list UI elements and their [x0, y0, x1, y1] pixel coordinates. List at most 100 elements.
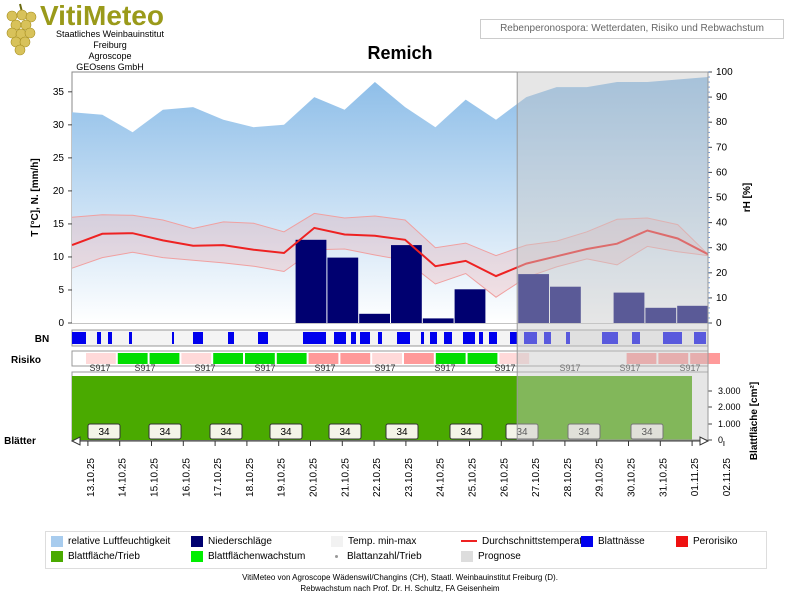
legend-swatch	[51, 535, 63, 547]
precip-bar	[645, 307, 677, 323]
risk-segment	[435, 353, 466, 364]
y-left-tick-label: 20	[53, 186, 65, 197]
legend-label: Blattnässe	[598, 536, 645, 547]
risk-segment	[658, 353, 689, 364]
x-axis-date-label: 15.10.25	[150, 458, 161, 497]
legend-item: relative Luftfeuchtigkeit	[51, 535, 170, 549]
risk-code-label: S917	[679, 363, 700, 373]
precip-bar	[359, 313, 390, 323]
precip-bar	[518, 274, 549, 323]
precip-bar	[295, 239, 327, 323]
risk-segment	[86, 353, 116, 364]
risk-segment	[404, 353, 434, 364]
leaf-count-value: 34	[396, 427, 408, 438]
chart-canvas: 0 5 10 15 20 25 30 35 T [°C], N. [mm/h] 0 10 20 30 40…	[4, 67, 760, 497]
leaf-area-tick-label: 0	[718, 435, 723, 445]
x-axis-date-label: 28.10.25	[563, 458, 574, 497]
bn-wet-segment	[602, 332, 618, 344]
y-right-tick-label: 30	[716, 243, 728, 254]
precip-bar	[422, 318, 454, 323]
risk-segment	[213, 353, 243, 364]
bn-wet-segment	[463, 332, 475, 344]
legend-item: Blattanzahl/Trieb	[331, 550, 422, 564]
leaf-count-value: 34	[339, 427, 351, 438]
bn-wet-segment	[430, 332, 437, 344]
risk-segment	[181, 353, 212, 364]
footer-line-1: VitiMeteo von Agroscope Wädenswil/Changi…	[242, 573, 558, 582]
y-left-tick-label: 10	[53, 252, 65, 263]
logo-line-2: Agroscope	[88, 51, 132, 61]
risk-segment	[690, 353, 720, 364]
risk-segment	[563, 353, 593, 364]
bn-wet-segment	[544, 332, 551, 344]
risk-segment	[531, 353, 561, 364]
x-axis-date-label: 31.10.25	[658, 458, 669, 497]
leaf-count-box	[209, 423, 243, 440]
x-axis-date-label: 19.10.25	[277, 458, 288, 497]
risk-code-label: S917	[619, 363, 640, 373]
bn-wet-segment	[694, 332, 706, 344]
x-axis-date-label: 02.11.25	[722, 458, 733, 497]
y-left-tick-label: 15	[53, 219, 65, 230]
temp-max-line	[71, 212, 709, 257]
leaf-count-box	[385, 423, 419, 440]
bn-wet-segment	[421, 332, 424, 344]
risk-code-label: S917	[89, 363, 110, 373]
legend-swatch	[191, 550, 203, 562]
precip-bar	[550, 286, 581, 323]
legend-label: Blattanzahl/Trieb	[347, 551, 422, 562]
risk-code-label: S917	[194, 363, 215, 373]
leaf-count-value: 34	[641, 427, 653, 438]
logo-line-3: GEOsens GmbH	[76, 62, 144, 72]
legend-swatch	[461, 550, 473, 562]
risk-segment	[499, 353, 530, 364]
x-axis-date-label: 14.10.25	[118, 458, 129, 497]
legend-item: Durchschnittstemperatur	[461, 535, 591, 549]
leaf-area-axis-label: Blattfläche [cm²]	[749, 382, 760, 460]
leaf-count-box	[449, 423, 483, 440]
leaf-area-tick-label: 1.000	[718, 419, 741, 429]
leaf-count-value: 34	[280, 427, 292, 438]
legend-item: Blattflächenwachstum	[191, 550, 305, 564]
x-axis-date-label: 01.11.25	[690, 458, 701, 497]
bn-wet-segment	[258, 332, 268, 344]
y-right-tick-label: 50	[716, 193, 728, 204]
risk-code-label: S917	[434, 363, 455, 373]
bn-wet-segment	[524, 332, 537, 344]
chart-title: Remich	[367, 43, 433, 63]
legend-swatch	[335, 554, 338, 558]
risk-code-label: S917	[494, 363, 515, 373]
temp-min-line	[71, 245, 709, 298]
bn-wet-segment	[566, 332, 570, 344]
legend-item: Temp. min-max	[331, 535, 416, 549]
risk-segment	[149, 353, 180, 364]
temp-minmax-band	[72, 213, 708, 298]
legend-label: Niederschläge	[208, 536, 272, 547]
y-right-tick-label: 20	[716, 268, 728, 279]
risk-code-label: S917	[134, 363, 155, 373]
forecast-overlay	[516, 71, 709, 441]
leaf-area-tick-label: 2.000	[718, 402, 741, 412]
y-right-tick-label: 80	[716, 117, 728, 128]
x-axis-date-label: 21.10.25	[340, 458, 351, 497]
legend-swatch	[191, 535, 203, 547]
leaf-count-box	[630, 423, 664, 440]
x-axis-date-label: 30.10.25	[627, 458, 638, 497]
y-right-tick-label: 100	[716, 67, 733, 78]
y-right-axis-label: rH [%]	[742, 183, 753, 212]
bn-wet-segment	[351, 332, 356, 344]
leaf-count-box	[567, 423, 601, 440]
bn-wet-segment	[489, 332, 497, 344]
leaves-label: Blätter	[4, 436, 36, 447]
x-axis-date-label: 29.10.25	[595, 458, 606, 497]
risk-segment	[340, 353, 371, 364]
leaf-count-box	[87, 423, 121, 440]
legend-swatch	[581, 535, 593, 547]
legend-swatch	[676, 535, 688, 547]
precip-bar	[391, 245, 422, 323]
logo-title: VitiMeteo	[40, 0, 164, 31]
bn-wet-segment	[193, 332, 203, 344]
risk-label: Risiko	[11, 355, 41, 366]
leaf-count-value: 34	[220, 427, 232, 438]
risk-code-label: S917	[559, 363, 580, 373]
